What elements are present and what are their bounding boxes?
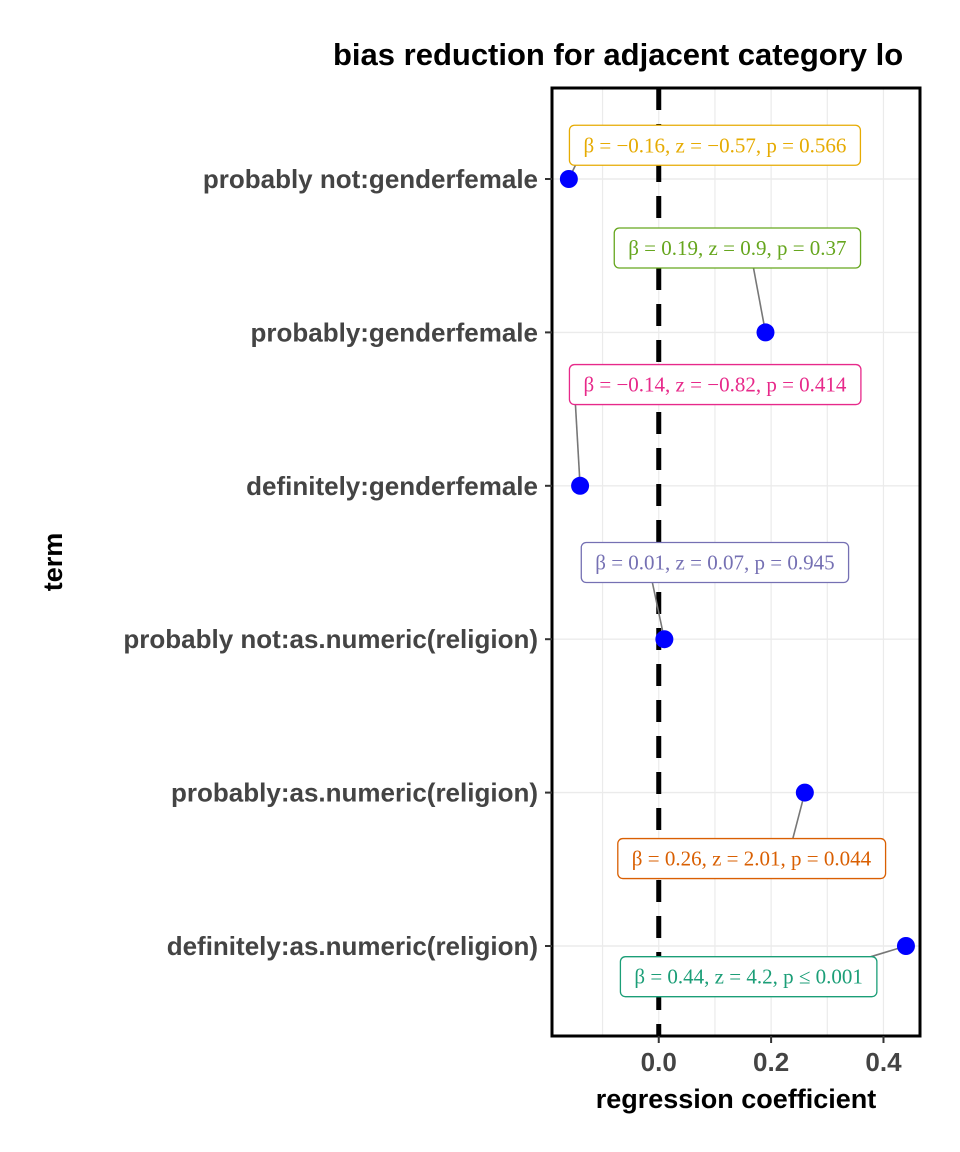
x-axis-title: regression coefficient — [596, 1084, 877, 1114]
y-tick-label: definitely:genderfemale — [246, 471, 538, 501]
data-point — [756, 323, 775, 342]
x-axis: 0.0 0.2 0.4 — [641, 1036, 902, 1077]
annotation-box — [568, 363, 862, 406]
annotation-box — [568, 124, 862, 166]
annotation-label: β = 0.26, z = 2.01, p = 0.044 — [632, 847, 872, 871]
connector-line — [574, 404, 581, 486]
annotation-box — [580, 541, 850, 584]
y-axis-title: term — [38, 533, 68, 592]
annotation-label: β = 0.01, z = 0.07, p = 0.945 — [595, 551, 834, 575]
annotation-label: β = −0.14, z = −0.82, p = 0.414 — [583, 373, 846, 397]
data-point — [571, 476, 590, 495]
data-point — [795, 783, 814, 802]
y-tick-label: probably not:as.numeric(religion) — [123, 624, 538, 654]
connector-line — [651, 582, 666, 640]
annotation-label: β = 0.44, z = 4.2, p ≤ 0.001 — [634, 965, 862, 989]
data-points — [559, 170, 915, 955]
x-tick-label: 0.0 — [641, 1047, 677, 1077]
y-tick-label: probably:genderfemale — [250, 317, 538, 347]
annotation-label: β = 0.19, z = 0.9, p = 0.37 — [628, 236, 846, 260]
data-point — [559, 170, 578, 188]
annotation-box — [613, 227, 862, 269]
connector-line — [752, 267, 767, 333]
panel-border — [550, 86, 922, 1038]
x-tick-label: 0.4 — [865, 1047, 902, 1077]
y-tick-label: definitely:as.numeric(religion) — [167, 931, 538, 961]
annotation-box — [619, 956, 878, 998]
chart-title: bias reduction for adjacent category lo — [333, 37, 903, 72]
y-axis: probably not:genderfemale probably:gender… — [123, 164, 552, 961]
annotation-labels: β = −0.16, z = −0.57, p = 0.566 β = 0.19,… — [568, 124, 887, 998]
y-tick-label: probably not:genderfemale — [203, 164, 538, 194]
x-tick-label: 0.2 — [753, 1047, 789, 1077]
data-point — [655, 630, 674, 649]
y-tick-label: probably:as.numeric(religion) — [171, 778, 538, 808]
data-point — [896, 937, 915, 955]
annotation-label: β = −0.16, z = −0.57, p = 0.566 — [583, 133, 846, 157]
annotation-box — [617, 837, 887, 880]
